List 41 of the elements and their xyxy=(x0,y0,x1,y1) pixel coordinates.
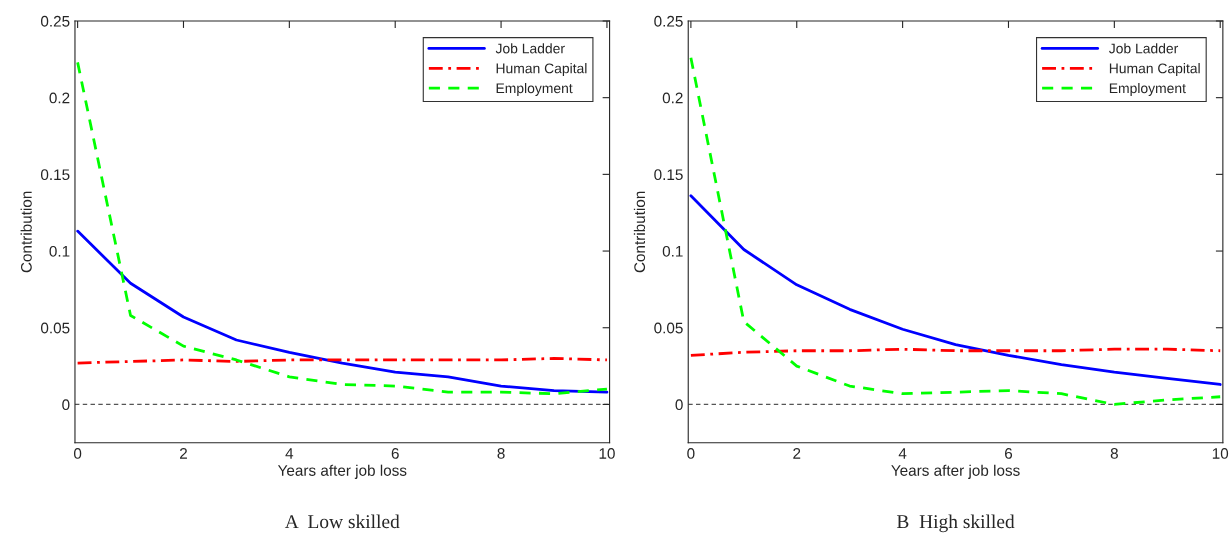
legend-label: Human Capital xyxy=(496,63,587,77)
x-axis-title: Years after job loss xyxy=(891,464,1020,479)
y-tick-label: 0.15 xyxy=(654,169,683,181)
x-axis-title: Years after job loss xyxy=(277,464,407,479)
x-tick-label: 4 xyxy=(898,448,907,459)
x-tick-label: 8 xyxy=(497,448,505,459)
x-tick-label: 6 xyxy=(391,448,399,459)
line-series xyxy=(689,347,1222,357)
x-tick-label: 10 xyxy=(599,448,615,459)
y-tick-label: 0.2 xyxy=(662,92,683,104)
y-tick-label: 0.2 xyxy=(49,92,70,104)
y-tick-label: 0 xyxy=(675,399,683,411)
legend-label: Job Ladder xyxy=(495,43,565,54)
legend-label: Employment xyxy=(1109,82,1186,96)
y-tick-label: 0.25 xyxy=(654,15,683,27)
y-tick-label: 0.1 xyxy=(662,245,683,257)
y-tick-label: 0 xyxy=(62,399,70,411)
y-tick-label: 0.05 xyxy=(654,322,683,334)
text: A Low skilled xyxy=(284,514,400,529)
x-tick-label: 2 xyxy=(180,448,187,459)
line-series xyxy=(76,61,609,396)
y-tick-label: 0.25 xyxy=(40,15,70,27)
y-axis-title: Contribution xyxy=(633,191,646,273)
x-tick-label: 6 xyxy=(1005,448,1013,459)
x-tick-label: 10 xyxy=(1212,448,1229,459)
line-series xyxy=(689,56,1222,406)
legend-label: Human Capital xyxy=(1109,63,1200,77)
x-tick-label: 2 xyxy=(793,448,801,459)
legend-label: Employment xyxy=(496,82,573,96)
x-tick-label: 0 xyxy=(687,448,695,459)
line-series xyxy=(689,194,1222,386)
text: B High skilled xyxy=(896,514,1015,533)
x-tick-label: 8 xyxy=(1110,448,1118,459)
y-tick-label: 0.05 xyxy=(40,322,70,334)
y-axis-title: Contribution xyxy=(20,191,32,273)
y-tick-label: 0.1 xyxy=(49,245,70,257)
x-tick-label: 0 xyxy=(73,448,82,459)
legend-label: Job Ladder xyxy=(1108,43,1179,54)
line-series xyxy=(76,229,609,394)
y-tick-label: 0.15 xyxy=(40,169,70,181)
x-tick-label: 4 xyxy=(285,448,294,459)
